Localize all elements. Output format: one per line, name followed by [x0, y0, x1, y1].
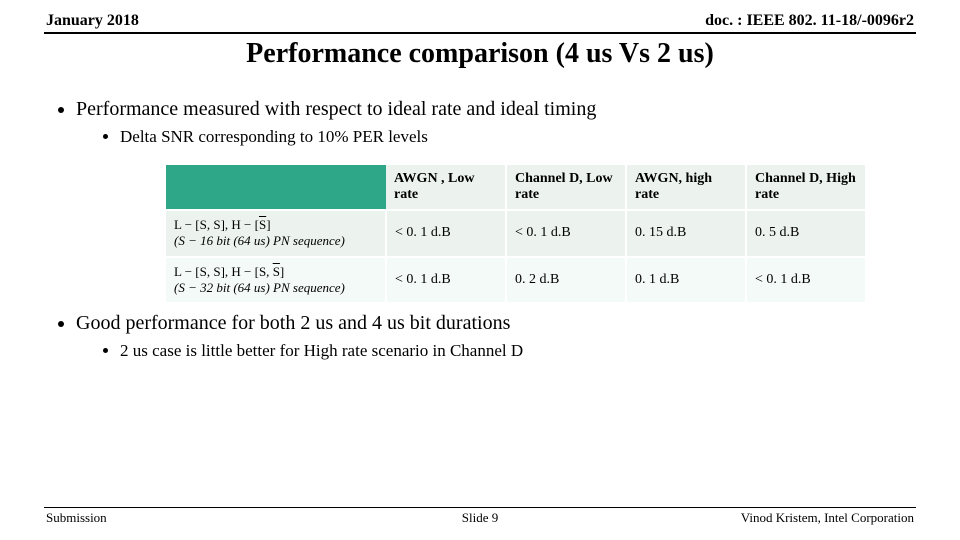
bullet-2-text: Good performance for both 2 us and 4 us … [76, 312, 510, 334]
table-cell: < 0. 1 d.B [506, 210, 626, 257]
table-row: L − [S, S], H − [S] (S − 16 bit (64 us) … [166, 210, 866, 257]
slide-page: January 2018 doc. : IEEE 802. 11-18/-009… [0, 0, 960, 540]
slide-body: Performance measured with respect to ide… [36, 98, 924, 361]
table-row: L − [S, S], H − [S, S] (S − 32 bit (64 u… [166, 257, 866, 303]
table-header: Channel D, Low rate [506, 165, 626, 210]
slide-title: Performance comparison (4 us Vs 2 us) [36, 38, 924, 70]
header-bar: January 2018 doc. : IEEE 802. 11-18/-009… [36, 12, 924, 30]
bullet-2a: 2 us case is little better for High rate… [120, 341, 924, 361]
table-cell: < 0. 1 d.B [386, 257, 506, 303]
footer: Submission Slide 9 Vinod Kristem, Intel … [36, 507, 924, 526]
header-rule [44, 32, 916, 34]
bullet-2: Good performance for both 2 us and 4 us … [76, 312, 924, 361]
table-header-row: AWGN , Low rate Channel D, Low rate AWGN… [166, 165, 866, 210]
bullet-1a: Delta SNR corresponding to 10% PER level… [120, 127, 924, 147]
comparison-table: AWGN , Low rate Channel D, Low rate AWGN… [166, 165, 867, 302]
row-header: L − [S, S], H − [S, S] (S − 32 bit (64 u… [166, 257, 386, 303]
footer-rule [44, 507, 916, 508]
table-cell: < 0. 1 d.B [386, 210, 506, 257]
table-header: Channel D, High rate [746, 165, 866, 210]
table-cell: 0. 2 d.B [506, 257, 626, 303]
table-cell: 0. 5 d.B [746, 210, 866, 257]
bullet-list: Performance measured with respect to ide… [36, 98, 924, 147]
bullet-1-text: Performance measured with respect to ide… [76, 98, 596, 120]
table-header: AWGN , Low rate [386, 165, 506, 210]
header-date: January 2018 [46, 12, 139, 30]
footer-center: Slide 9 [36, 510, 924, 526]
row-header: L − [S, S], H − [S] (S − 16 bit (64 us) … [166, 210, 386, 257]
comparison-table-wrap: AWGN , Low rate Channel D, Low rate AWGN… [166, 165, 924, 302]
table-header-blank [166, 165, 386, 210]
header-doc: doc. : IEEE 802. 11-18/-0096r2 [705, 12, 914, 30]
bullet-1: Performance measured with respect to ide… [76, 98, 924, 147]
table-header: AWGN, high rate [626, 165, 746, 210]
bullet-list-2: Good performance for both 2 us and 4 us … [36, 312, 924, 361]
table-cell: < 0. 1 d.B [746, 257, 866, 303]
table-cell: 0. 1 d.B [626, 257, 746, 303]
table-cell: 0. 15 d.B [626, 210, 746, 257]
